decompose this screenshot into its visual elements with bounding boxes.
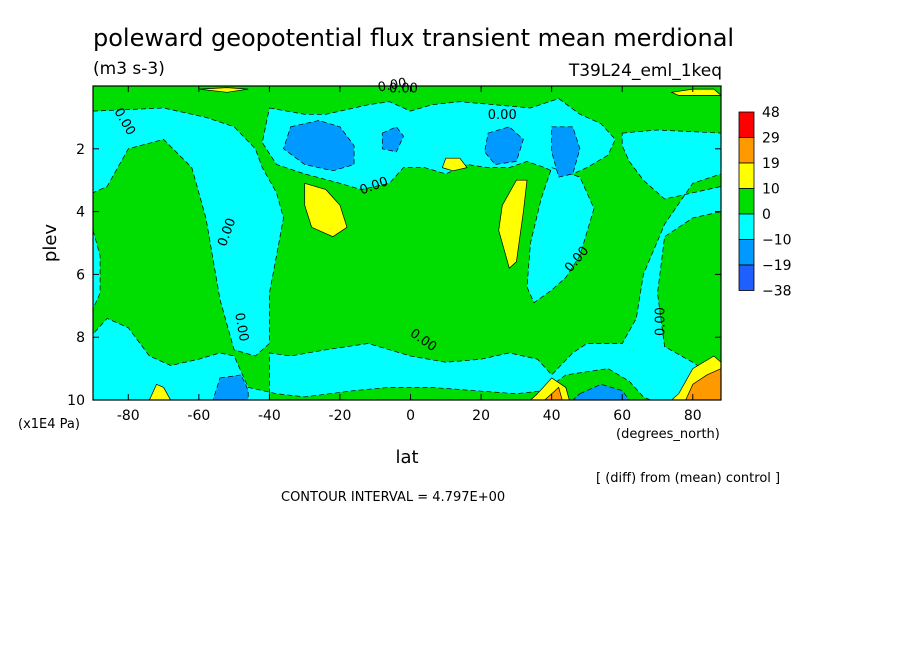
colorbar-label: −10 [762,233,792,249]
run-label: T39L24_eml_1keq [568,61,722,81]
x-tick-label: 0 [406,408,415,424]
colorbar-label: 48 [762,105,780,121]
contour-field [93,86,721,400]
negative-region-0 [93,107,284,357]
positive-region-11 [304,182,348,238]
negative-region-7 [484,126,524,165]
colorbar-label: −19 [762,258,792,274]
plot-frame [92,85,722,401]
x-axis-ticks: -80 -60 -40 -20 0 20 40 60 80 [117,86,702,424]
colorbar-swatch [738,188,755,215]
colorbar-swatch [738,111,755,138]
negative-region-8 [551,126,581,178]
x-tick-label: 20 [472,408,490,424]
negative-region-10 [572,383,630,400]
negative-region-5 [283,120,355,172]
contour-label: 0.00 [654,307,669,336]
negative-region-9 [212,374,249,400]
contour-label: 0.00 [389,81,418,96]
colorbar-swatch [738,137,755,164]
footnote: [ (diff) from (mean) control ] [596,471,780,486]
contour-interval: CONTOUR INTERVAL = 4.797E+00 [281,490,505,505]
colorbar-label: −38 [762,284,792,300]
positive-region-19 [685,368,721,400]
x-tick-label: 80 [684,408,702,424]
colorbar-swatch [738,213,755,240]
x-tick-label: -20 [329,408,352,424]
y-tick-label: 4 [76,205,85,221]
x-tick-label: -80 [117,408,140,424]
y-units-label: (x1E4 Pa) [18,417,80,432]
y-tick-label: 8 [76,330,85,346]
y-axis-label: plev [40,224,61,263]
colorbar: 48 29 19 10 0 −10 −19 −38 [738,105,792,300]
positive-region-14 [149,383,172,400]
colorbar-swatch [738,264,755,291]
units-label: (m3 s-3) [93,59,165,79]
contour-label: 0.00 [488,108,517,123]
negative-region-2 [526,167,595,304]
x-units-label: (degrees_north) [616,427,720,442]
colorbar-label: 19 [762,156,780,172]
colorbar-label: 0 [762,207,771,223]
colorbar-label: 10 [762,182,780,198]
negative-region-3 [93,129,721,400]
x-tick-label: 60 [613,408,631,424]
x-axis-label: lat [395,447,418,468]
positive-region-12 [441,157,468,172]
negative-region-6 [381,126,404,153]
negative-region-4 [93,230,101,310]
colorbar-label: 29 [762,131,780,147]
colorbar-swatch [738,162,755,189]
y-tick-label: 2 [76,142,85,158]
positive-region-20 [544,386,563,400]
negative-region-1 [261,98,616,190]
y-axis-ticks: 2 4 6 8 10 [67,142,721,409]
y-tick-label: 10 [67,393,85,409]
colorbar-swatch [738,239,755,266]
positive-region-13 [498,179,528,269]
positive-region-18 [198,87,249,93]
y-tick-label: 6 [76,267,85,283]
x-tick-label: -60 [187,408,210,424]
chart-title: poleward geopotential flux transient mea… [93,24,734,52]
x-tick-label: 40 [543,408,561,424]
contour-label: 0.00 [231,312,251,343]
x-tick-label: -40 [258,408,281,424]
